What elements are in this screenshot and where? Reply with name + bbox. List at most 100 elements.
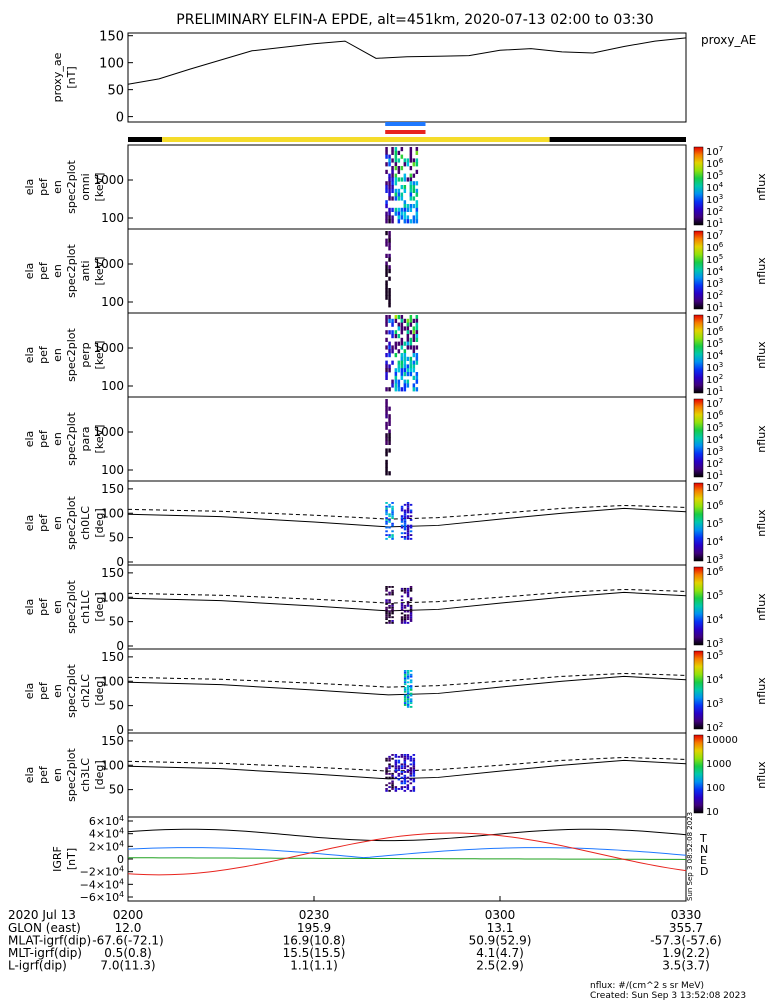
spectrogram-cell [388,620,391,622]
spectrogram-cell [400,154,404,159]
colorbar-tick-label: 102 [706,721,723,734]
spectrogram-cell [409,177,413,182]
x-tick-label: 0330 [671,908,702,922]
spectrogram-cell [403,353,407,358]
spectrogram-cell [388,211,391,216]
spectrogram-cell [391,169,394,174]
spectrogram-cell [388,188,391,193]
spectrogram-cell [403,591,407,594]
spectrogram-cell [385,414,388,419]
spectrogram-cell [388,763,391,766]
spectrogram-cell [388,526,391,529]
ytick-label: 100 [101,211,124,225]
x-row-value: 2.5(2.9) [476,959,524,973]
spectrogram-cell [403,757,407,760]
ytick-label: 1000 [93,425,124,439]
spectrogram-cell [397,219,401,224]
spectrogram-cell [400,507,404,510]
spectrogram-cell [403,606,407,609]
spectrogram-cell [391,780,394,783]
spectrogram-cell [400,532,404,535]
spectrogram-cell [406,593,410,596]
panel-6-ylabel-5: [deg] [93,508,106,537]
spectrogram-cell [409,356,413,361]
panel-7-ylabel-1: pef [37,597,50,616]
spectrogram-cell [388,437,391,442]
spectrogram-cell [409,782,413,785]
x-row-value: 0.5(0.8) [104,946,152,960]
spectrogram-cell [394,776,398,779]
spectrogram-cell [403,356,407,361]
igrf-side-text: Sun Sep 3 08:52:08 2023 [686,812,694,901]
spectrogram-cell [406,356,410,361]
proxy-ae-ytick-label: 150 [99,30,124,45]
spectrogram-cell [385,612,388,615]
spectrogram-cell [409,154,413,159]
spectrogram-cell [385,513,388,516]
spectrogram-cell [400,754,404,756]
spectrogram-cell [403,360,407,365]
spectrogram-cell [412,375,416,380]
spectrogram-cell [409,511,413,514]
panel-4-ylabel-3: spec2plot [65,328,78,382]
spectrogram-cell [412,767,416,770]
spectrogram-cell [391,537,394,540]
spectrogram-cell [403,778,407,781]
spectrogram-cell [385,589,388,592]
spectrogram-cell [412,181,416,186]
spectrogram-cell [409,774,413,777]
spectrogram-cell [403,522,407,525]
spectrogram-cell [385,364,388,369]
spectrogram-cell [394,162,398,167]
spectrogram-cell [400,536,404,538]
spectrogram-cell [406,671,410,674]
spectrogram-cell [415,211,419,216]
spectrogram-cell [385,452,388,457]
panel-6-ylabel-0: ela [23,515,36,532]
spectrogram-cell [400,207,404,212]
spectrogram-cell [400,364,404,369]
spectrogram-cell [412,771,416,773]
spectrogram-cell [391,534,394,537]
spectrogram-cell [391,349,394,354]
spectrogram-cell [397,192,401,197]
spectrogram-cell [400,215,404,220]
spectrogram-cell [385,463,388,468]
spectrogram-cell [385,509,388,512]
spectrogram-cell [400,786,404,789]
panel-3-ylabel-5: [keV] [93,257,106,286]
spectrogram-cell [409,192,413,197]
spectrogram-cell [409,519,413,521]
spectrogram-cell [415,318,419,323]
spectrogram-cell [385,269,388,274]
spectrogram-cell [388,288,391,293]
spectrogram-cell [406,685,410,688]
spectrogram-cell [403,696,407,699]
spectrogram-cell [388,604,391,607]
colorbar [693,566,704,646]
colorbar-tick-label: 104 [706,673,724,686]
colorbar-tick-label: 10 [706,807,719,818]
spectrogram-cell [385,517,388,520]
spectrogram-cell [388,353,391,358]
spectrogram-cell [412,330,416,335]
spectrogram-cell [406,517,410,520]
spectrogram-cell [397,207,401,212]
spectrogram-cell [391,215,394,220]
spectrogram-cell [388,610,391,613]
spectrogram-cell [385,200,388,205]
spectrogram-cell [388,418,391,423]
ytick-label: 0 [116,555,124,569]
x-row-value: 13.1 [487,921,514,935]
spectrogram-cell [412,761,416,764]
x-row-label: MLT-igrf(dip) [8,946,82,960]
panel-4-ylabel-5: [keV] [93,341,106,370]
spectrogram-cell [406,330,410,335]
spectrogram-cell [403,789,407,792]
spectrogram-cell [388,421,391,426]
spectrogram-cell [385,345,388,350]
spectrogram-cell [406,383,410,388]
spectrogram-cell [397,341,401,346]
spectrogram-cell [385,231,388,236]
spectrogram-cell [388,586,391,588]
